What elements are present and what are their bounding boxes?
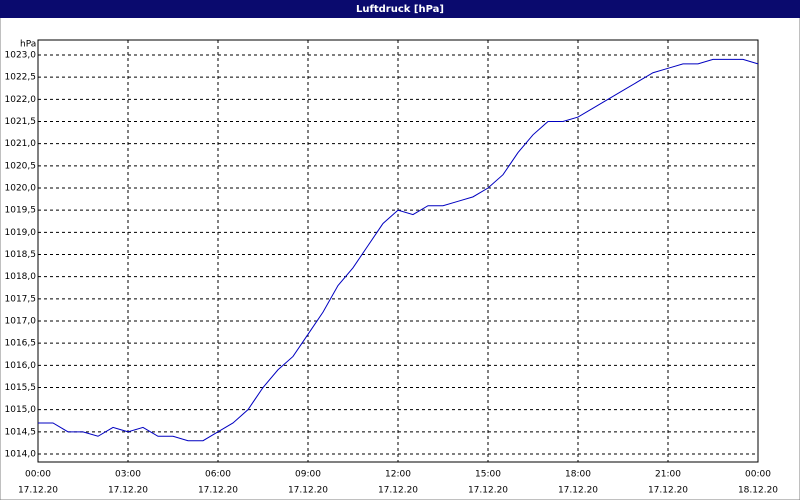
x-tick-label: 00:00 bbox=[745, 470, 771, 480]
y-tick-label: 1016,0 bbox=[5, 361, 37, 371]
y-tick-label: 1021,5 bbox=[5, 117, 37, 127]
y-tick-label: 1019,5 bbox=[5, 206, 37, 216]
x-tick-date: 18.12.20 bbox=[738, 486, 778, 496]
y-tick-label: 1018,5 bbox=[5, 250, 37, 260]
x-tick-date: 17.12.20 bbox=[378, 486, 418, 496]
x-tick-label: 00:00 bbox=[25, 470, 51, 480]
x-tick-label: 12:00 bbox=[385, 470, 411, 480]
y-tick-label: 1015,5 bbox=[5, 383, 37, 393]
y-tick-label: 1023,0 bbox=[5, 51, 37, 61]
y-tick-label: 1022,5 bbox=[5, 73, 37, 83]
y-tick-label: 1016,5 bbox=[5, 339, 37, 349]
x-tick-label: 15:00 bbox=[475, 470, 501, 480]
title-bar bbox=[0, 0, 800, 18]
y-axis-label: hPa bbox=[20, 40, 36, 50]
y-tick-label: 1019,0 bbox=[5, 228, 37, 238]
x-tick-date: 17.12.20 bbox=[288, 486, 328, 496]
x-tick-date: 17.12.20 bbox=[198, 486, 238, 496]
x-tick-label: 03:00 bbox=[115, 470, 141, 480]
x-tick-date: 17.12.20 bbox=[18, 486, 58, 496]
y-tick-label: 1021,0 bbox=[5, 139, 37, 149]
y-tick-label: 1017,5 bbox=[5, 294, 37, 304]
x-tick-label: 09:00 bbox=[295, 470, 321, 480]
x-tick-date: 17.12.20 bbox=[648, 486, 688, 496]
x-tick-label: 06:00 bbox=[205, 470, 231, 480]
y-tick-label: 1017,0 bbox=[5, 317, 37, 327]
y-tick-label: 1015,0 bbox=[5, 405, 37, 415]
chart-title: Luftdruck [hPa] bbox=[356, 4, 444, 15]
x-tick-label: 18:00 bbox=[565, 470, 591, 480]
y-tick-label: 1014,0 bbox=[5, 450, 37, 460]
y-tick-label: 1022,0 bbox=[5, 95, 37, 105]
x-tick-label: 21:00 bbox=[655, 470, 681, 480]
y-tick-label: 1018,0 bbox=[5, 272, 37, 282]
y-tick-label: 1020,0 bbox=[5, 184, 37, 194]
y-tick-label: 1014,5 bbox=[5, 427, 37, 437]
x-tick-date: 17.12.20 bbox=[108, 486, 148, 496]
x-tick-date: 17.12.20 bbox=[558, 486, 598, 496]
x-tick-date: 17.12.20 bbox=[468, 486, 508, 496]
data-line bbox=[38, 58, 759, 442]
y-tick-label: 1020,5 bbox=[5, 161, 37, 171]
